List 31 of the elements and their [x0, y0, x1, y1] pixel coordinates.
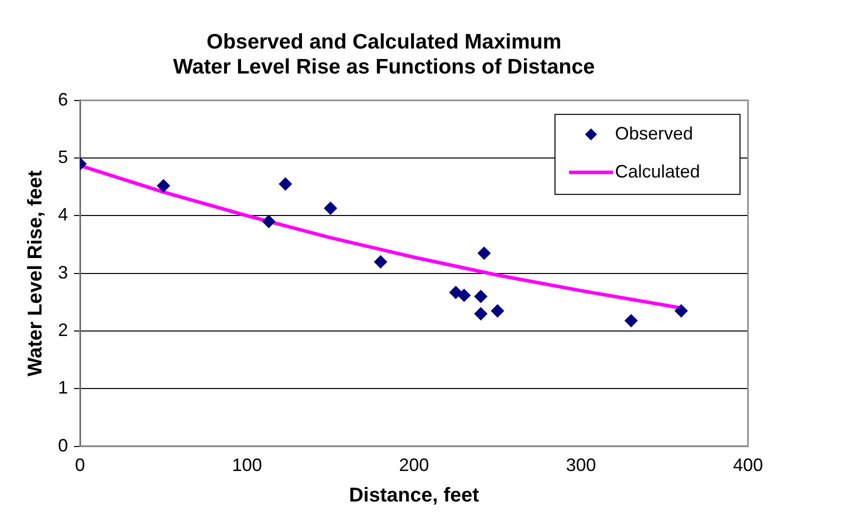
y-axis-title: Water Level Rise, feet — [24, 170, 47, 376]
point — [278, 178, 292, 191]
legend-label: Observed — [615, 123, 694, 144]
y-tick-label: 3 — [58, 262, 68, 282]
x-tick-label: 200 — [398, 455, 430, 476]
y-tick-label: 0 — [58, 435, 68, 456]
point — [474, 290, 488, 303]
point — [491, 304, 504, 318]
point — [262, 215, 276, 228]
x-axis-title: Distance, feet — [348, 484, 480, 507]
text: Water Level Rise as Functions of Distance — [173, 56, 595, 79]
y-tick-label: 4 — [58, 204, 68, 225]
point — [674, 304, 688, 318]
point — [474, 307, 488, 320]
point — [478, 246, 491, 260]
point — [458, 288, 471, 302]
point — [449, 286, 462, 299]
x-tick-label: 400 — [732, 455, 764, 476]
y-tick-label: 2 — [58, 320, 68, 340]
point — [324, 202, 338, 215]
text: Observed and Calculated Maximum — [206, 30, 562, 54]
y-tick-label: 5 — [58, 147, 68, 168]
x-tick-label: 100 — [232, 455, 262, 476]
point — [624, 314, 638, 328]
point — [374, 255, 388, 268]
y-tick-label: 6 — [58, 89, 68, 110]
point — [157, 179, 170, 192]
x-tick-label: 0 — [75, 455, 86, 476]
y-tick-label: 1 — [58, 378, 68, 398]
legend-label: Calculated — [615, 161, 700, 182]
x-tick-label: 300 — [566, 455, 596, 476]
